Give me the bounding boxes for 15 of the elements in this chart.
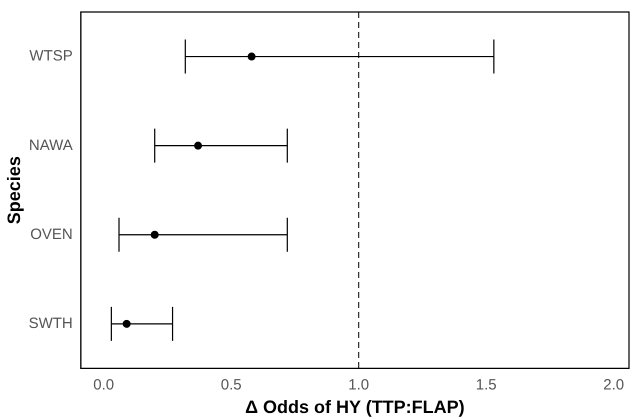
point: [248, 52, 256, 61]
x-axis-title: Δ Odds of HY (TTP:FLAP): [245, 397, 465, 418]
y-tick-label: WTSP: [29, 48, 73, 65]
y-tick-label: SWTH: [28, 314, 73, 332]
x-tick-label: 0.5: [220, 376, 242, 394]
y-axis-title: Species: [4, 156, 24, 224]
x-tick-label: 1.0: [348, 376, 370, 394]
y-tick-label: OVEN: [30, 226, 73, 243]
point: [150, 230, 159, 239]
point: [122, 320, 131, 328]
x-tick-label: 2.0: [603, 376, 624, 394]
x-tick-label: 0.0: [93, 376, 114, 394]
x-tick-label: 1.5: [476, 376, 497, 394]
point: [194, 142, 202, 150]
y-tick-label: NAWA: [28, 136, 73, 154]
